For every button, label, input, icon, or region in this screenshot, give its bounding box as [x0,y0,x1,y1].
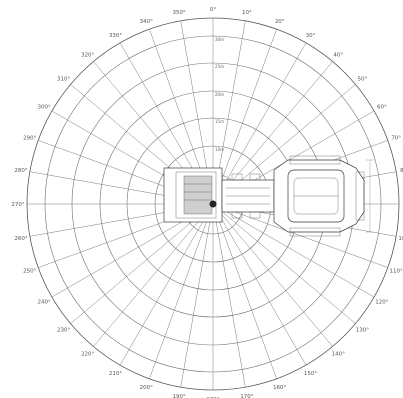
distance-label: 25m [215,64,224,69]
angle-spoke [212,203,246,388]
bucket-edge [355,171,365,221]
angle-label: 350° [172,10,185,16]
angle-label: 330° [109,33,122,39]
angle-label: 120° [375,300,388,306]
front-wheel-left [289,155,341,165]
angle-label: 300° [37,105,50,111]
angle-spoke [212,203,375,298]
loader-top-view-icon [163,155,374,237]
angle-label: 10° [242,10,252,16]
angle-spoke [212,203,277,379]
angle-label: 60° [377,105,387,111]
angle-label: 290° [23,135,36,141]
angle-spoke [212,203,307,366]
distance-label: 20m [215,92,224,97]
angle-label: 160° [273,385,286,391]
distance-label: 10m [215,147,224,152]
angle-spoke [70,203,214,324]
angle-label: 310° [57,77,70,83]
angle-spoke [212,42,307,205]
operator-seat [209,200,217,208]
angle-label: 230° [57,327,70,333]
angle-label: 260° [14,236,27,242]
angle-label: 80° [400,168,403,174]
front-wheel-right [289,227,341,237]
angle-label: 240° [37,300,50,306]
angle-label: 250° [23,269,36,275]
angle-label: 130° [356,327,369,333]
angle-label: 280° [14,168,27,174]
angle-spoke [212,29,277,205]
angle-label: 0° [210,7,216,13]
angle-label: 40° [333,53,343,59]
angle-label: 150° [304,371,317,377]
angle-label: 210° [109,371,122,377]
angle-label: 70° [391,135,401,141]
angle-label: 200° [140,385,153,391]
angle-label: 340° [140,19,153,25]
cab-roof [183,175,213,215]
angle-spoke [212,203,356,324]
angle-label: 100° [398,236,403,242]
angle-spoke [93,203,214,347]
distance-label: 30m [215,37,224,42]
angle-label: 20° [275,19,285,25]
angle-label: 220° [81,351,94,357]
angle-spoke [212,203,333,347]
engine-cover [175,171,217,219]
angle-label: 190° [172,394,185,398]
angle-label: 270° [11,202,24,208]
angle-label: 140° [332,351,345,357]
angle-spoke [149,203,214,379]
angle-label: 110° [390,269,403,275]
angle-label: 30° [306,33,316,39]
distance-label: 15m [215,119,224,124]
angle-labels: 0°10°20°30°40°50°60°70°80°90°100°110°120… [11,7,403,398]
angle-label: 320° [81,53,94,59]
angle-label: 50° [358,77,368,83]
distance-labels: 5m10m15m20m25m30m [215,37,224,180]
angle-label: 170° [240,394,253,398]
angle-spoke [119,203,214,366]
angle-spoke [180,203,214,388]
